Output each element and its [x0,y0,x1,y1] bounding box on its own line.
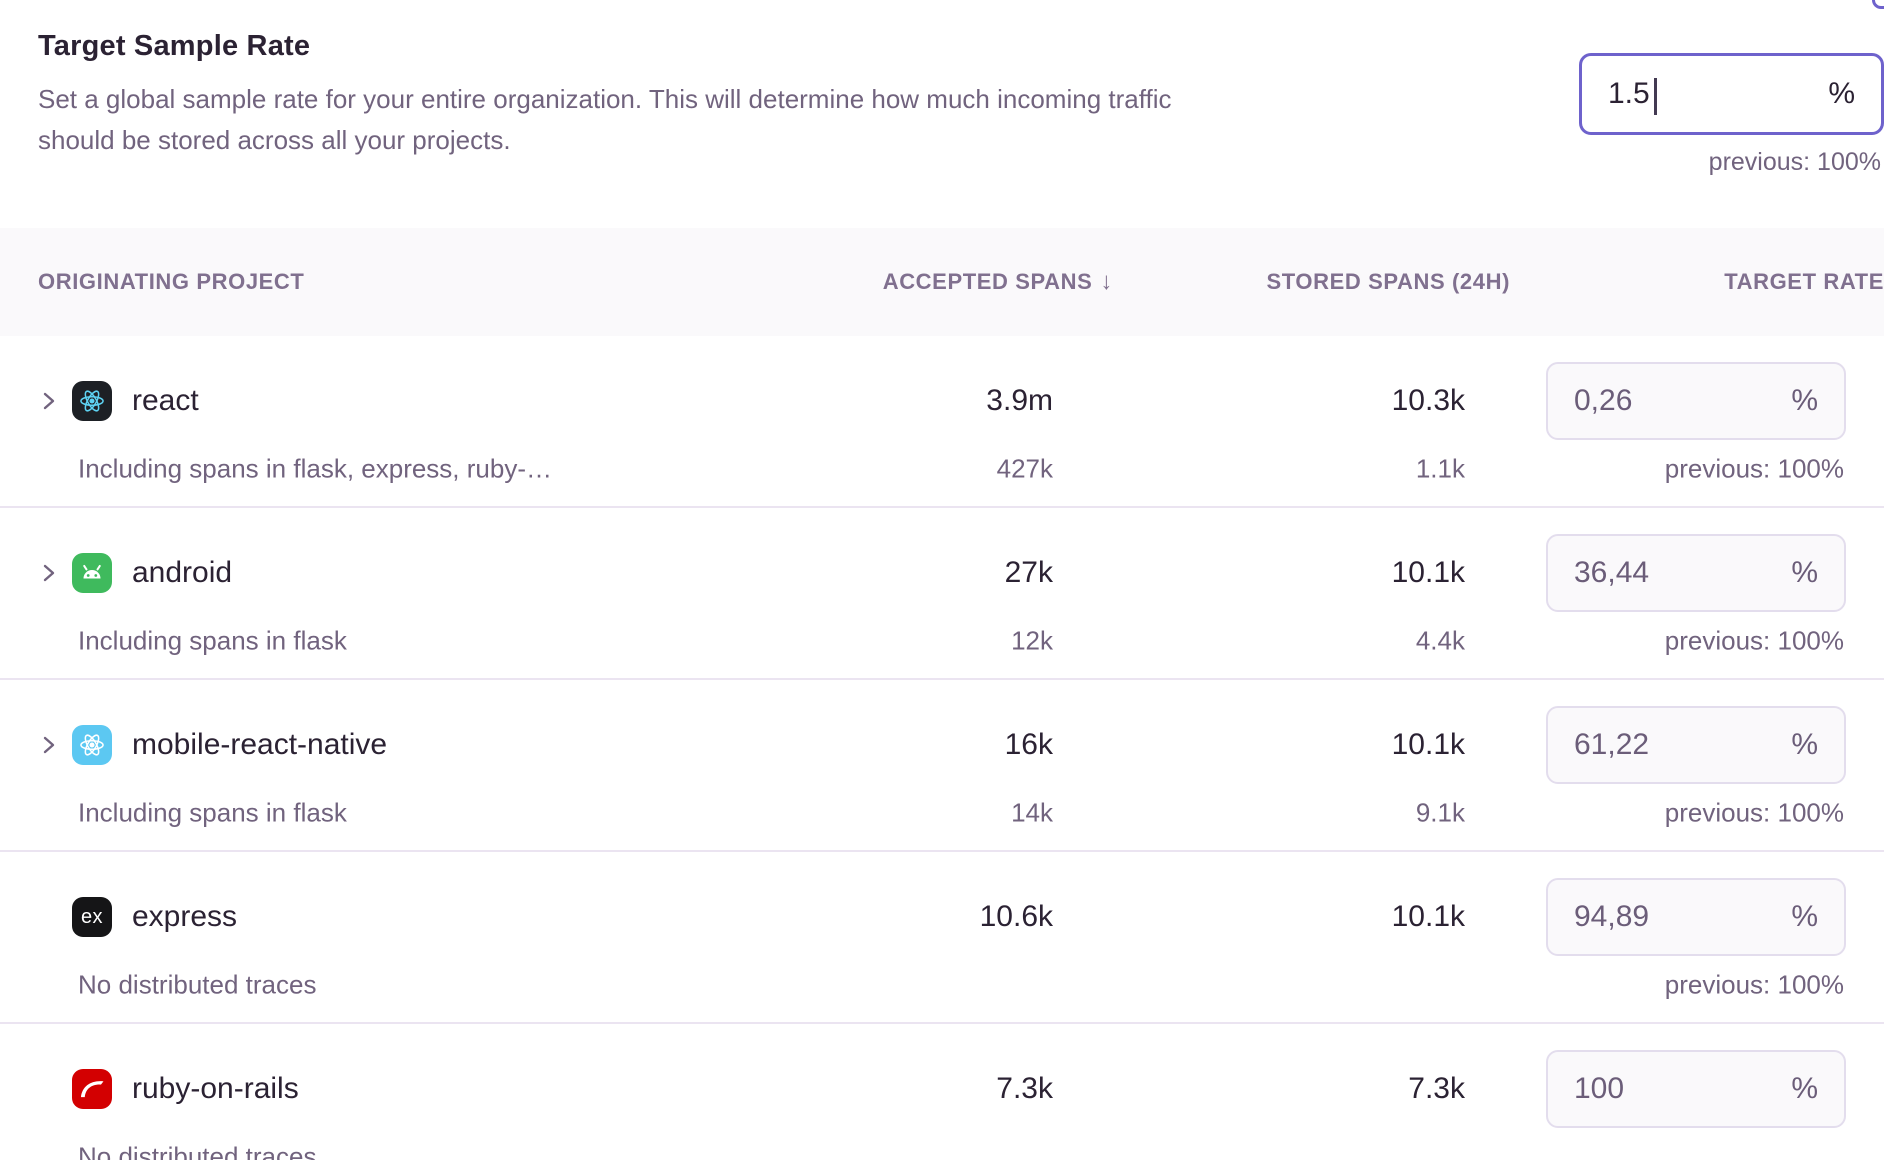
distributed-traces-label: Including spans in flask [78,625,347,656]
project-name: mobile-react-native [132,728,388,761]
react-native-icon [72,725,112,765]
target-rate-field[interactable]: % [1546,878,1846,956]
page-description-line2: should be stored across all your project… [38,125,511,155]
previous-rate-label: previous: 100% [1664,797,1844,828]
chevron-right-icon [43,392,55,410]
percent-suffix: % [1791,728,1818,761]
expand-chevron-slot[interactable] [38,562,72,584]
target-rate-field[interactable]: % [1546,362,1846,440]
project-name: react [132,384,199,417]
stored-spans-value: 10.3k [1391,384,1465,417]
express-icon-text: ex [80,905,104,928]
chevron-right-icon [43,736,55,754]
table-header: ORIGINATING PROJECT ACCEPTED SPANS ↓ STO… [0,228,1884,336]
project-sub-row: Including spans in flask, express, ruby-… [38,442,1846,496]
accepted-spans-value: 7.3k [996,1072,1053,1105]
project-name: ruby-on-rails [132,1072,299,1105]
target-rate-input[interactable] [1574,728,1721,762]
sub-accepted-value: 12k [1011,625,1053,656]
expand-chevron-slot[interactable] [38,390,72,412]
project-sub-row: Including spans in flask 12k 4.4k previo… [38,614,1846,668]
project-row-android: android 27k 10.1k % Including spans in f… [0,508,1884,680]
project-main-row: android 27k 10.1k % [38,532,1846,614]
previous-rate-label: previous: 100% [1664,453,1844,484]
target-rate-input[interactable] [1574,556,1721,590]
target-rate-input[interactable] [1574,384,1721,418]
previous-rate-label: previous: 100% [1664,625,1844,656]
accepted-spans-value: 10.6k [979,900,1053,933]
sort-descending-icon: ↓ [1100,268,1113,295]
sub-accepted-value: 14k [1011,797,1053,828]
stored-spans-value: 7.3k [1408,1072,1465,1105]
target-rate-field[interactable]: % [1546,534,1846,612]
target-rate-input[interactable] [1574,900,1721,934]
global-previous-rate: previous: 100% [1708,148,1881,176]
clipped-element-fragment [1872,0,1884,9]
project-name: android [132,556,233,589]
page-title: Target Sample Rate [38,30,311,62]
project-main-row: mobile-react-native 16k 10.1k % [38,704,1846,786]
accepted-spans-label: ACCEPTED SPANS [882,269,1093,294]
column-header-originating-project: ORIGINATING PROJECT [38,269,305,294]
percent-suffix: % [1828,77,1855,110]
sub-stored-value: 9.1k [1415,797,1465,828]
chevron-right-icon [43,564,55,582]
project-row-ruby-on-rails: ruby-on-rails 7.3k 7.3k % No distributed… [0,1024,1884,1160]
stored-spans-value: 10.1k [1391,900,1465,933]
project-name: express [132,900,238,933]
sub-stored-value: 4.4k [1415,625,1465,656]
distributed-traces-label: No distributed traces [78,1141,317,1160]
project-row-mobile-react-native: mobile-react-native 16k 10.1k % Includin… [0,680,1884,852]
accepted-spans-value: 16k [1004,728,1053,761]
accepted-spans-value: 3.9m [986,384,1053,417]
project-sub-row: No distributed traces previous: 100% [38,958,1846,1012]
table-header-inner: ORIGINATING PROJECT ACCEPTED SPANS ↓ STO… [0,228,1884,336]
target-rate-input[interactable] [1574,1072,1721,1106]
global-sample-rate-input[interactable] [1608,77,1757,111]
sub-accepted-value: 427k [996,453,1053,484]
column-header-accepted-spans[interactable]: ACCEPTED SPANS ↓ [883,268,1113,296]
percent-suffix: % [1791,384,1818,417]
text-cursor [1654,78,1657,115]
project-main-row: ex express 10.6k 10.1k % [38,876,1846,958]
percent-suffix: % [1791,900,1818,933]
distributed-traces-label: Including spans in flask, express, ruby-… [78,453,552,484]
project-main-row: ruby-on-rails 7.3k 7.3k % [38,1048,1846,1130]
expand-chevron-slot[interactable] [38,734,72,756]
column-header-stored-spans: STORED SPANS (24H) [1266,269,1510,294]
percent-suffix: % [1791,1072,1818,1105]
react-icon [72,381,112,421]
page-description-line1: Set a global sample rate for your entire… [38,84,1172,114]
project-row-react: react 3.9m 10.3k % Including spans in fl… [0,336,1884,508]
project-main-row: react 3.9m 10.3k % [38,360,1846,442]
settings-header: Target Sample Rate Set a global sample r… [0,30,1884,228]
global-sample-rate-field[interactable]: % [1579,53,1884,135]
target-rate-field[interactable]: % [1546,706,1846,784]
distributed-traces-label: Including spans in flask [78,797,347,828]
express-icon: ex [72,897,112,937]
stored-spans-value: 10.1k [1391,728,1465,761]
stored-spans-value: 10.1k [1391,556,1465,589]
project-row-express: ex express 10.6k 10.1k % No distributed … [0,852,1884,1024]
previous-rate-label: previous: 100% [1664,969,1844,1000]
ruby-on-rails-icon [72,1069,112,1109]
accepted-spans-value: 27k [1004,556,1053,589]
project-sub-row: Including spans in flask 14k 9.1k previo… [38,786,1846,840]
column-header-target-rate: TARGET RATE [1724,269,1884,294]
target-rate-field[interactable]: % [1546,1050,1846,1128]
percent-suffix: % [1791,556,1818,589]
distributed-traces-label: No distributed traces [78,969,317,1000]
project-sub-row: No distributed traces [38,1130,1846,1160]
page-description: Set a global sample rate for your entire… [38,79,1846,161]
android-icon [72,553,112,593]
sub-stored-value: 1.1k [1415,453,1465,484]
